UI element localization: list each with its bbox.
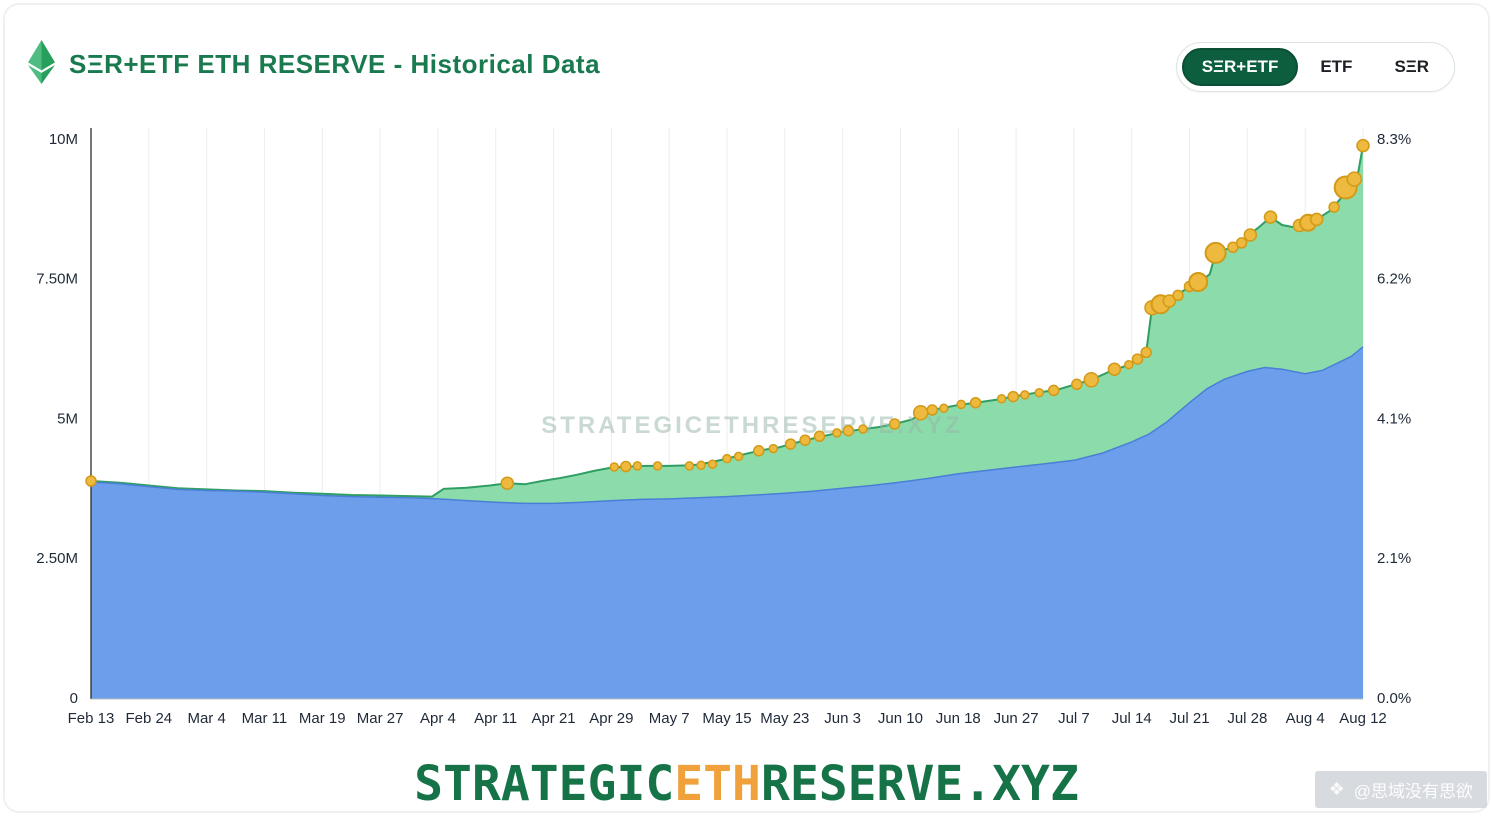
event-dot[interactable] bbox=[1328, 201, 1340, 213]
toggle-etf[interactable]: ETF bbox=[1300, 48, 1372, 86]
series-toggle-group: SΞR+ETF ETF SΞR bbox=[1175, 42, 1455, 92]
x-axis-label: Mar 27 bbox=[357, 710, 404, 727]
event-dot[interactable] bbox=[696, 460, 706, 471]
x-axis-label: Feb 13 bbox=[68, 710, 115, 727]
event-dot[interactable] bbox=[500, 476, 515, 490]
x-axis-label: May 23 bbox=[760, 710, 809, 727]
event-dot[interactable] bbox=[858, 424, 868, 434]
x-axis-label: Aug 12 bbox=[1339, 710, 1387, 727]
event-dot[interactable] bbox=[813, 430, 826, 443]
event-dot[interactable] bbox=[85, 475, 97, 487]
event-dot[interactable] bbox=[969, 396, 982, 409]
x-axis-label: Feb 24 bbox=[125, 710, 172, 727]
event-dot[interactable] bbox=[912, 405, 929, 421]
event-dot[interactable] bbox=[1235, 237, 1248, 249]
y-left-label: 5M bbox=[57, 410, 78, 427]
event-dot[interactable] bbox=[1346, 171, 1363, 187]
etf-reserve-area bbox=[91, 346, 1363, 699]
x-axis-label: Apr 4 bbox=[420, 710, 456, 727]
diamond-icon: ❖ bbox=[1328, 779, 1345, 799]
etf-reserve-line bbox=[90, 346, 1364, 505]
event-dot[interactable] bbox=[753, 445, 765, 457]
event-dot[interactable] bbox=[1071, 378, 1083, 391]
wordmark-eth: ETH bbox=[674, 756, 761, 812]
event-dot[interactable] bbox=[926, 404, 939, 416]
event-dot[interactable] bbox=[1204, 241, 1227, 264]
event-dot[interactable] bbox=[784, 438, 797, 450]
event-dot[interactable] bbox=[1162, 294, 1177, 308]
event-dot[interactable] bbox=[1309, 212, 1324, 227]
x-axis-label: Jul 14 bbox=[1112, 710, 1152, 727]
event-dot[interactable] bbox=[768, 443, 779, 454]
event-dot[interactable] bbox=[620, 460, 632, 473]
event-dot[interactable] bbox=[1020, 390, 1030, 400]
event-dot[interactable] bbox=[1356, 138, 1370, 153]
event-dot[interactable] bbox=[956, 399, 966, 410]
y-right-label: 0.0% bbox=[1377, 690, 1411, 707]
x-axis-label: Apr 11 bbox=[474, 710, 517, 727]
wordmark-reserve-xyz: RESERVE.XYZ bbox=[760, 756, 1079, 812]
event-dot[interactable] bbox=[1131, 353, 1144, 365]
y-left-label: 2.50M bbox=[36, 550, 78, 567]
event-dot[interactable] bbox=[888, 418, 901, 430]
toggle-ser-etf[interactable]: SΞR+ETF bbox=[1181, 48, 1299, 86]
x-axis-label: Mar 11 bbox=[242, 710, 288, 727]
x-axis-label: Apr 29 bbox=[589, 710, 633, 727]
event-dot[interactable] bbox=[733, 451, 744, 462]
toggle-ser[interactable]: SΞR bbox=[1374, 48, 1449, 86]
page-title: SΞR+ETF ETH RESERVE - Historical Data bbox=[69, 49, 601, 79]
x-axis-label: May 7 bbox=[649, 710, 690, 727]
event-dot[interactable] bbox=[652, 461, 663, 471]
x-axis-label: Jun 18 bbox=[936, 710, 981, 727]
event-dot[interactable] bbox=[684, 461, 695, 471]
x-axis-label: Jul 21 bbox=[1170, 710, 1210, 727]
wordmark-strategic: STRATEGIC bbox=[414, 756, 675, 812]
x-axis-label: Apr 21 bbox=[531, 710, 575, 727]
x-axis-label: Jun 3 bbox=[824, 710, 861, 727]
event-dot[interactable] bbox=[1140, 346, 1152, 359]
event-dot[interactable] bbox=[939, 403, 949, 414]
y-right-label: 8.3% bbox=[1377, 131, 1411, 148]
y-right-label: 4.1% bbox=[1377, 410, 1411, 427]
event-dot[interactable] bbox=[632, 461, 643, 471]
event-dot[interactable] bbox=[842, 424, 855, 437]
event-dot[interactable] bbox=[707, 459, 718, 469]
author-watermark-badge: ❖ @思域没有思欲 bbox=[1314, 771, 1487, 808]
event-dot[interactable] bbox=[1172, 289, 1184, 302]
event-dot[interactable] bbox=[799, 434, 811, 446]
event-dot[interactable] bbox=[1263, 210, 1278, 224]
event-dot[interactable] bbox=[1047, 384, 1060, 397]
header: SΞR+ETF ETH RESERVE - Historical Data bbox=[28, 40, 600, 89]
event-dot[interactable] bbox=[1034, 387, 1044, 398]
author-watermark-text: @思域没有思欲 bbox=[1353, 782, 1473, 801]
event-dot[interactable] bbox=[1124, 359, 1134, 370]
event-dot[interactable] bbox=[609, 462, 620, 472]
y-left-label: 7.50M bbox=[36, 271, 78, 288]
y-right-label: 2.1% bbox=[1377, 550, 1411, 567]
x-axis-label: Mar 4 bbox=[187, 710, 225, 727]
y-right-label: 6.2% bbox=[1377, 271, 1411, 288]
event-dot[interactable] bbox=[1007, 390, 1019, 403]
event-dot[interactable] bbox=[1083, 372, 1100, 388]
reserve-area-chart[interactable]: STRATEGICETHRESERVE.XYZ02.50M5M7.50M10M0… bbox=[0, 115, 1493, 743]
y-left-label: 10M bbox=[49, 131, 78, 148]
y-left-label: 0 bbox=[70, 690, 78, 707]
event-dot[interactable] bbox=[996, 394, 1007, 404]
x-axis-label: Aug 4 bbox=[1286, 710, 1325, 727]
x-axis-label: Jun 27 bbox=[994, 710, 1039, 727]
x-axis-label: Jul 7 bbox=[1058, 710, 1090, 727]
ethereum-icon bbox=[28, 40, 55, 89]
footer-wordmark: STRATEGICETHRESERVE.XYZ bbox=[0, 756, 1493, 812]
event-dot[interactable] bbox=[722, 453, 732, 464]
x-axis-label: Jul 28 bbox=[1227, 710, 1267, 727]
event-dot[interactable] bbox=[1188, 272, 1209, 292]
x-axis-label: Jun 10 bbox=[878, 710, 923, 727]
x-axis-label: May 15 bbox=[702, 710, 751, 727]
x-axis-label: Mar 19 bbox=[299, 710, 346, 727]
event-dot[interactable] bbox=[1243, 228, 1258, 242]
event-dot[interactable] bbox=[832, 428, 842, 438]
event-dot[interactable] bbox=[1107, 362, 1122, 376]
